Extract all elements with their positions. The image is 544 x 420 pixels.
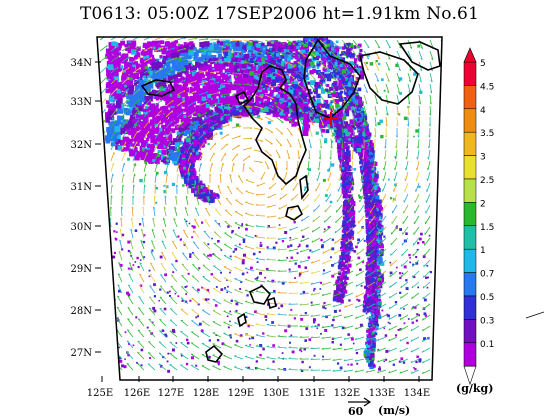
longitude-labels: 125E 126E 127E 128E 129E 130E 131E 132E 133E 134E	[87, 376, 430, 399]
colorbar-segment	[463, 319, 477, 344]
colorbar-segment	[463, 85, 477, 110]
colorbar-label: 2.5	[480, 176, 494, 186]
lat-tick-label: 34N	[71, 58, 93, 69]
coast-okinawa	[205, 344, 224, 363]
colorbar-segment	[463, 178, 477, 203]
lon-tick-label: 134E	[404, 388, 430, 399]
colorbar-label: 4.5	[480, 82, 494, 92]
colorbar-bottom-arrow	[463, 365, 477, 386]
vector-key: 60 (m/s)	[348, 397, 410, 418]
colorbar-label: 2	[480, 199, 486, 209]
colorbar-label: 0.1	[480, 340, 494, 350]
colorbar-segment	[463, 295, 477, 320]
coast-tokunoshima	[267, 296, 277, 310]
lat-tick-label: 33N	[71, 97, 93, 108]
wind-vector-field	[97, 37, 442, 375]
lon-tick-label: 127E	[158, 388, 184, 399]
edge-tick	[525, 311, 544, 319]
lon-tick-label: 132E	[334, 388, 360, 399]
colorbar-segment	[463, 61, 477, 86]
lon-tick-label: 126E	[124, 388, 150, 399]
coast-honshu-east	[398, 41, 441, 71]
lat-tick-label: 27N	[71, 348, 93, 359]
lat-tick-label: 28N	[71, 306, 93, 317]
lat-tick-label: 30N	[71, 222, 93, 233]
vector-key-unit: (m/s)	[378, 404, 410, 417]
lat-tick-label: 29N	[71, 264, 93, 275]
vector-key-value: 60	[348, 405, 364, 418]
colorbar-label: 3.5	[480, 129, 494, 139]
colorbar-label: 1.5	[480, 223, 494, 233]
colorbar-segment	[463, 131, 477, 156]
latitude-labels: 34N 33N 32N 31N 30N 29N 28N 27N	[71, 58, 101, 359]
coast-shikoku	[359, 51, 419, 105]
colorbar-label: 0.7	[480, 270, 494, 280]
colorbar-segment	[463, 108, 477, 133]
lat-tick-label: 31N	[71, 182, 93, 193]
lon-tick-label: 128E	[193, 388, 219, 399]
colorbar-label: 0.3	[480, 316, 494, 326]
colorbar-segment	[463, 248, 477, 273]
colorbar-unit: (g/kg)	[456, 382, 493, 395]
colorbar-segment	[463, 225, 477, 250]
lat-tick-label: 32N	[71, 140, 93, 151]
colorbar-top-arrow	[463, 47, 477, 63]
coast-gotō	[234, 90, 250, 106]
coast-yakushima	[285, 205, 304, 221]
colorbar-segment	[463, 272, 477, 297]
echo-shading	[105, 37, 432, 373]
coast-okinoerabu	[237, 312, 247, 328]
colorbar-label: 3	[480, 153, 486, 163]
colorbar-label: 5	[480, 59, 486, 69]
lon-tick-label: 130E	[263, 388, 289, 399]
map-title: T0613: 05:00Z 17SEP2006 ht=1.91km No.61	[80, 4, 480, 24]
colorbar-segment	[463, 155, 477, 180]
colorbar-label: 0.5	[480, 293, 494, 303]
coast-kyushu	[242, 65, 307, 186]
colorbar: 5 4.5 4 3.5 3 2.5 2 1.5 1 0.7 0.5 0.3 0.1 (g/kg)	[456, 47, 494, 395]
coastlines	[140, 38, 441, 363]
coast-jeju	[140, 79, 176, 97]
map-frame	[96, 36, 443, 381]
storm-center-marker	[324, 112, 338, 126]
colorbar-segment	[463, 342, 477, 367]
lon-tick-label: 129E	[228, 388, 254, 399]
coast-tanegashima	[299, 174, 309, 201]
lon-tick-label: 125E	[87, 388, 113, 399]
colorbar-label: 4	[480, 106, 486, 116]
coast-amami	[248, 285, 272, 305]
colorbar-segment	[463, 202, 477, 227]
lon-tick-label: 133E	[369, 388, 395, 399]
coast-shikoku-honshu	[303, 38, 361, 119]
colorbar-label: 1	[480, 246, 486, 256]
lon-tick-label: 131E	[299, 388, 325, 399]
